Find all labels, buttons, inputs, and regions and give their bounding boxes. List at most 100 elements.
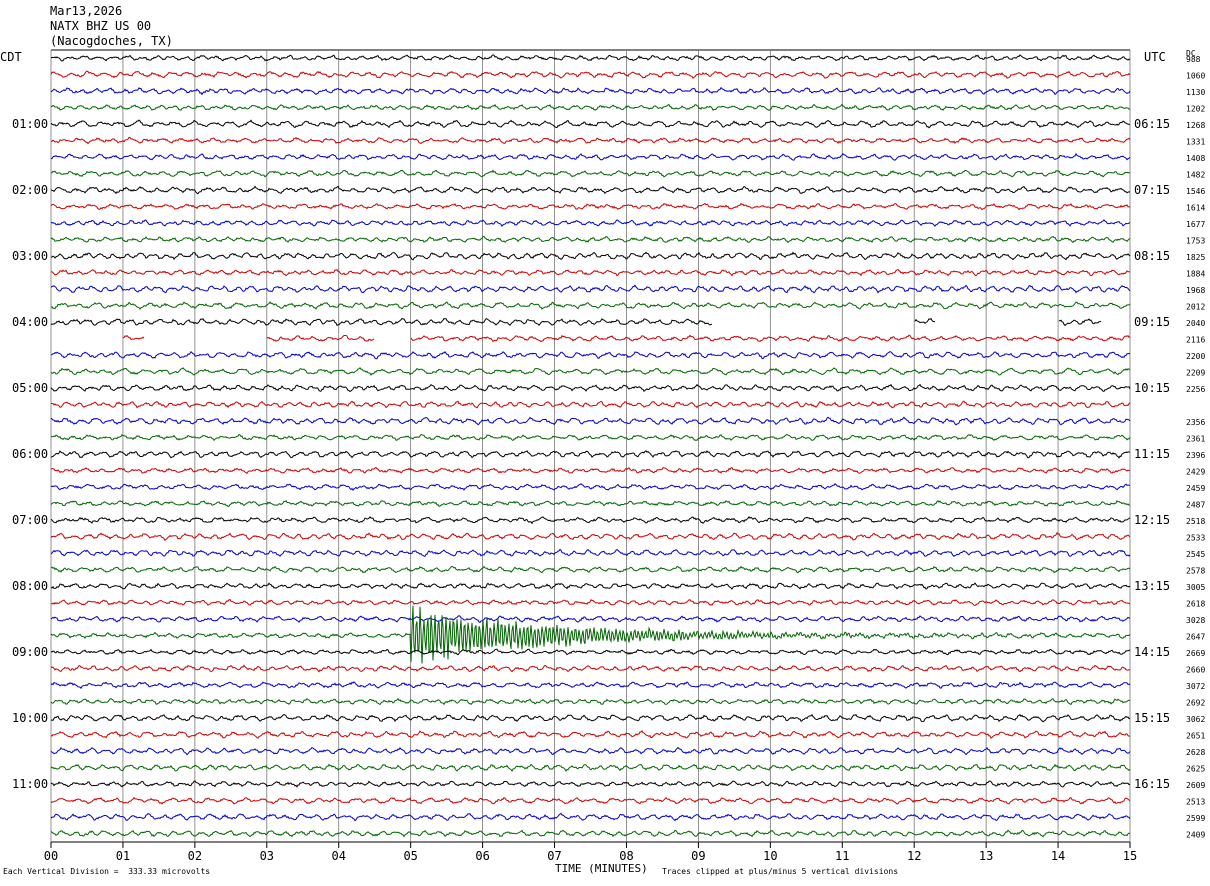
trace-dc-value: 2356: [1186, 418, 1205, 427]
x-tick-label: 10: [763, 849, 777, 863]
x-tick-label: 06: [475, 849, 489, 863]
trace-dc-value: 1614: [1186, 204, 1205, 213]
trace-dc-value: 1060: [1186, 72, 1205, 81]
trace-dc-value: 2609: [1186, 781, 1205, 790]
trace-dc-value: 1408: [1186, 154, 1205, 163]
seismic-trace: [50, 796, 1131, 805]
right-timezone-label: UTC: [1144, 50, 1166, 64]
trace-dc-value: 2651: [1186, 732, 1205, 741]
seismic-trace: [50, 829, 1131, 838]
trace-dc-value: 2040: [1186, 319, 1205, 328]
left-hour-label: 05:00: [12, 381, 48, 395]
x-tick-label: 12: [907, 849, 921, 863]
seismic-trace: [50, 284, 1131, 294]
trace-dc-value: 1331: [1186, 138, 1205, 147]
x-tick-label: 01: [116, 849, 130, 863]
trace-dc-value: 1968: [1186, 286, 1205, 295]
seismic-trace: [50, 268, 1131, 277]
header-date: Mar13,2026: [50, 4, 123, 18]
right-hour-label: 11:15: [1134, 447, 1170, 461]
x-axis-title: TIME (MINUTES): [555, 862, 648, 875]
seismic-trace: [50, 367, 1131, 376]
trace-dc-value: 1677: [1186, 220, 1205, 229]
seismic-trace: [50, 185, 1131, 195]
trace-dc-value: 2409: [1186, 831, 1205, 840]
trace-dc-value: 1130: [1186, 88, 1205, 97]
trace-dc-value: 2669: [1186, 649, 1205, 658]
left-hour-label: 07:00: [12, 513, 48, 527]
seismic-trace: [50, 763, 1131, 772]
trace-dc-value: 1268: [1186, 121, 1205, 130]
trace-dc-value: 2618: [1186, 600, 1205, 609]
seismic-trace: [50, 516, 1131, 525]
left-hour-label: 09:00: [12, 645, 48, 659]
right-hour-label: 16:15: [1134, 777, 1170, 791]
left-timezone-label: CDT: [0, 50, 22, 64]
right-hour-label: 09:15: [1134, 315, 1170, 329]
seismic-trace: [50, 615, 1131, 624]
seismic-trace: [50, 467, 1131, 474]
seismic-trace: [50, 582, 1131, 590]
trace-dc-value: 2429: [1186, 468, 1205, 477]
grid-lines: [50, 49, 1131, 848]
right-hour-label: 14:15: [1134, 645, 1170, 659]
trace-dc-value: 988: [1186, 55, 1201, 64]
left-hour-label: 06:00: [12, 447, 48, 461]
seismic-trace: [50, 605, 1131, 664]
x-tick-label: 04: [332, 849, 346, 863]
right-hour-label: 07:15: [1134, 183, 1170, 197]
vertical-division-note: Each Vertical Division = 333.33 microvol…: [3, 867, 211, 876]
seismic-trace: [50, 450, 1131, 459]
seismic-trace: [50, 482, 1131, 491]
seismic-trace: [50, 152, 1131, 161]
trace-dc-value: 2396: [1186, 451, 1205, 460]
seismic-trace: [50, 433, 1131, 442]
seismic-trace: [50, 531, 1131, 542]
trace-dc-value: 3062: [1186, 715, 1205, 724]
trace-dc-value: 2599: [1186, 814, 1205, 823]
right-hour-label: 06:15: [1134, 117, 1170, 131]
x-tick-label: 11: [835, 849, 849, 863]
trace-dc-value: 1546: [1186, 187, 1205, 196]
seismic-trace: [50, 681, 1131, 690]
seismic-trace: [122, 334, 1131, 343]
trace-dc-value: 2628: [1186, 748, 1205, 757]
left-hour-label: 02:00: [12, 183, 48, 197]
seismic-trace: [50, 746, 1131, 756]
seismic-trace: [50, 86, 1131, 96]
right-hour-label: 10:15: [1134, 381, 1170, 395]
trace-dc-value: 2487: [1186, 501, 1205, 510]
seismic-trace: [50, 219, 1131, 227]
header-location: (Nacogdoches, TX): [50, 34, 173, 48]
trace-dc-value: 2533: [1186, 534, 1205, 543]
seismic-trace: [50, 103, 1131, 111]
seismic-traces: [50, 54, 1131, 838]
seismic-trace: [50, 400, 1131, 409]
trace-dc-value: 2578: [1186, 567, 1205, 576]
x-tick-label: 03: [260, 849, 274, 863]
x-tick-label: 13: [979, 849, 993, 863]
seismic-trace: [50, 499, 1130, 508]
trace-dc-value: 2200: [1186, 352, 1205, 361]
x-tick-label: 07: [547, 849, 561, 863]
trace-dc-value: 2545: [1186, 550, 1205, 559]
seismic-trace: [50, 730, 1131, 739]
left-hour-label: 11:00: [12, 777, 48, 791]
seismic-trace: [50, 119, 1130, 129]
seismic-trace: [50, 54, 1131, 62]
trace-dc-value: 3072: [1186, 682, 1205, 691]
trace-dc-value: 2116: [1186, 336, 1205, 345]
x-tick-label: 09: [691, 849, 705, 863]
seismic-trace: [51, 319, 1130, 326]
trace-dc-value: 2660: [1186, 666, 1205, 675]
trace-dc-value: 3005: [1186, 583, 1205, 592]
trace-dc-value: 3028: [1186, 616, 1205, 625]
trace-dc-value: 1202: [1186, 105, 1205, 114]
trace-dc-value: 1753: [1186, 237, 1205, 246]
trace-dc-value: 1884: [1186, 270, 1205, 279]
seismic-trace: [50, 301, 1131, 311]
trace-dc-value: 2361: [1186, 435, 1205, 444]
seismic-trace: [50, 169, 1131, 178]
seismic-trace: [50, 202, 1131, 211]
